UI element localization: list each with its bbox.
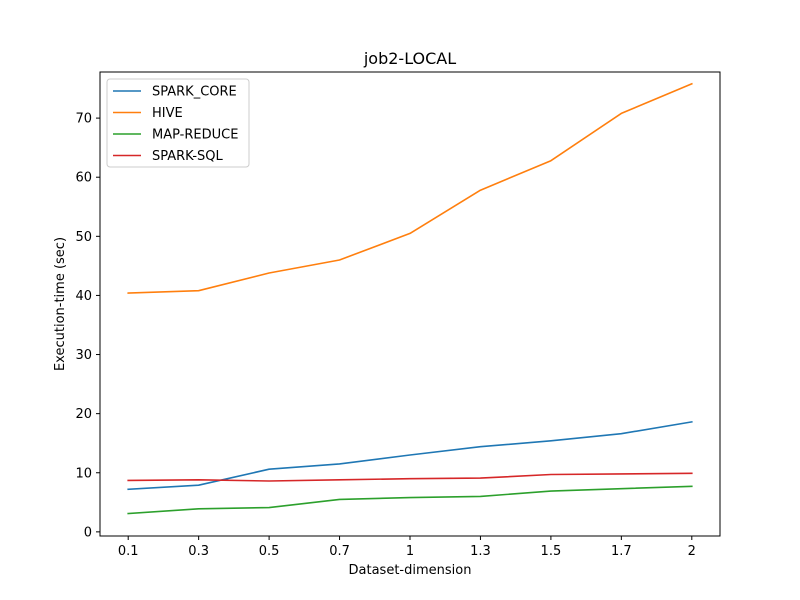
y-tick-label: 60 [75, 171, 92, 186]
legend-box [106, 78, 250, 168]
legend-label: HIVE [152, 106, 183, 121]
x-axis-label: Dataset-dimension [349, 563, 472, 578]
legend: SPARK_CORE HIVE MAP-REDUCE SPARK-SQL [106, 78, 250, 168]
series-line-map-reduce [127, 485, 693, 515]
x-tick-label: 0.7 [329, 544, 350, 559]
plot-area: 0.1 0.3 0.5 0.7 1 1.3 1.5 1.7 2 0 10 20 30 40 50 60 70 [75, 71, 721, 559]
x-tick-label: 1.3 [470, 544, 491, 559]
y-tick-label: 70 [75, 112, 92, 127]
y-tick-label: 40 [75, 289, 92, 304]
legend-label: MAP-REDUCE [152, 128, 238, 143]
x-tick-label: 1 [406, 544, 414, 559]
x-tick-label: 2 [688, 544, 696, 559]
series-line-spark-sql [127, 472, 693, 482]
y-tick-label: 10 [75, 466, 92, 481]
y-tick-label: 0 [84, 525, 92, 540]
y-tick-label: 20 [75, 407, 92, 422]
series-lines [127, 82, 693, 515]
y-tick-label: 50 [75, 230, 92, 245]
legend-label: SPARK-SQL [152, 149, 224, 164]
x-tick-label: 1.5 [541, 544, 562, 559]
chart-title: job2-LOCAL [363, 49, 456, 68]
y-axis-ticks: 0 10 20 30 40 50 60 70 [75, 112, 100, 540]
y-tick-label: 30 [75, 348, 92, 363]
series-line-hive [127, 82, 693, 294]
x-tick-label: 0.3 [188, 544, 209, 559]
legend-label: SPARK_CORE [152, 85, 237, 100]
y-axis-label: Execution-time (sec) [53, 237, 68, 371]
x-tick-label: 1.7 [611, 544, 632, 559]
x-tick-label: 0.1 [118, 544, 139, 559]
x-tick-label: 0.5 [259, 544, 280, 559]
x-axis-ticks: 0.1 0.3 0.5 0.7 1 1.3 1.5 1.7 2 [118, 536, 696, 559]
